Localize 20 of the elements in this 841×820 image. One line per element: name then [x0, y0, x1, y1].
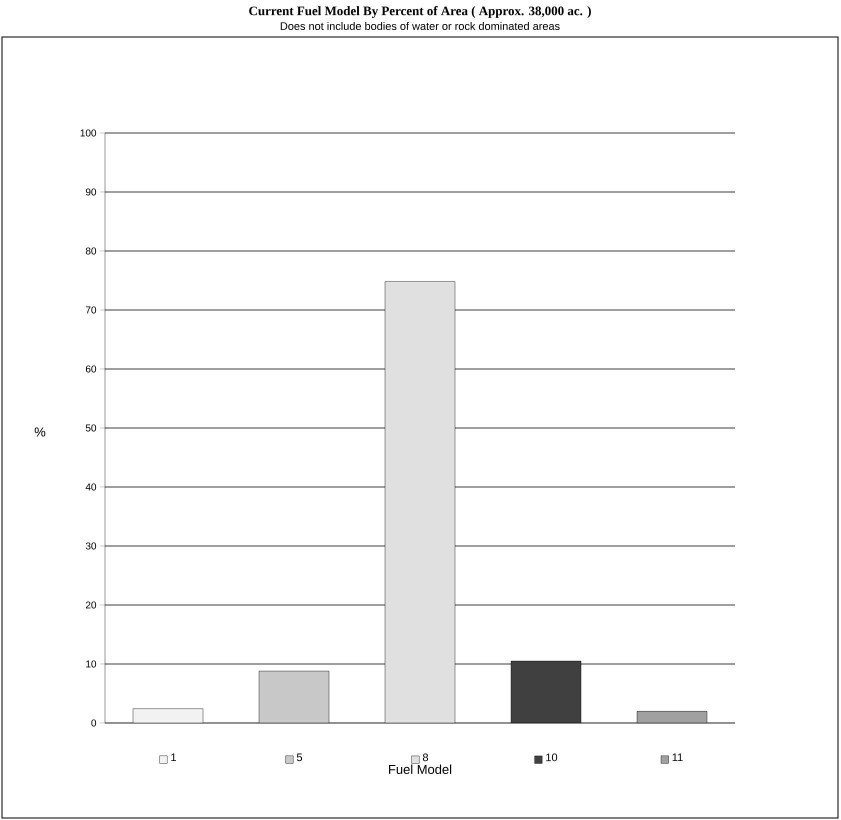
y-axis-title: %: [34, 427, 46, 437]
x-tick-label: 1: [171, 754, 176, 762]
y-tick-label: 50: [86, 424, 96, 432]
x-axis-title: Fuel Model: [389, 764, 452, 774]
y-tick-label: 10: [86, 660, 96, 668]
y-tick-label: 20: [86, 601, 96, 609]
chart-subtitle: Does not include bodies of water or rock dominated areas: [280, 22, 560, 30]
x-tick-label: 8: [422, 754, 428, 762]
x-tick-label: 10: [546, 754, 558, 762]
chart-title: Current Fuel Model By Percent of Area ( Approx. 38,000 ac. ): [249, 6, 591, 18]
y-tick-label: 0: [91, 719, 96, 727]
y-tick-label: 30: [86, 542, 96, 550]
y-tick-label: 90: [86, 188, 96, 196]
x-tick-label: 11: [672, 754, 683, 762]
x-tick-label: 5: [296, 754, 302, 762]
y-tick-label: 80: [86, 247, 96, 255]
y-tick-label: 40: [86, 483, 96, 491]
y-tick-label: 60: [86, 365, 96, 373]
y-tick-label: 100: [80, 129, 96, 137]
y-tick-label: 70: [86, 306, 96, 314]
